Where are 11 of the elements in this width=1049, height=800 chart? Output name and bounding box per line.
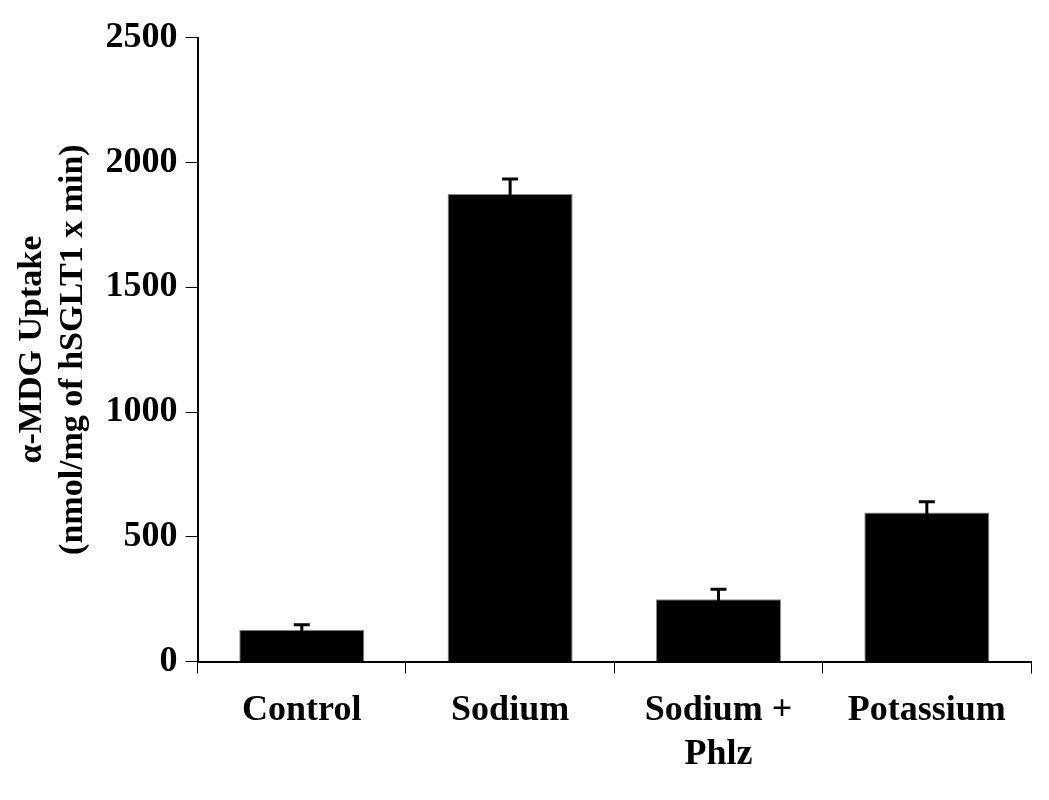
y-tick-label: 2000	[105, 139, 178, 180]
x-tick-label: Sodium + Phlz	[644, 688, 793, 772]
y-axis-title: α-MDG Uptake (nmol/mg of hSGLT1 x min)	[11, 144, 90, 555]
x-tick-label: Sodium	[451, 688, 570, 729]
x-tick-label: Potassium	[847, 688, 1006, 729]
y-tick-label: 0	[159, 638, 178, 679]
y-tick-label: 1000	[105, 389, 178, 430]
y-tick-label: 500	[123, 514, 178, 555]
x-tick-label: Control	[242, 688, 362, 729]
y-tick-label: 2500	[105, 14, 178, 55]
y-tick-label: 1500	[105, 264, 178, 305]
